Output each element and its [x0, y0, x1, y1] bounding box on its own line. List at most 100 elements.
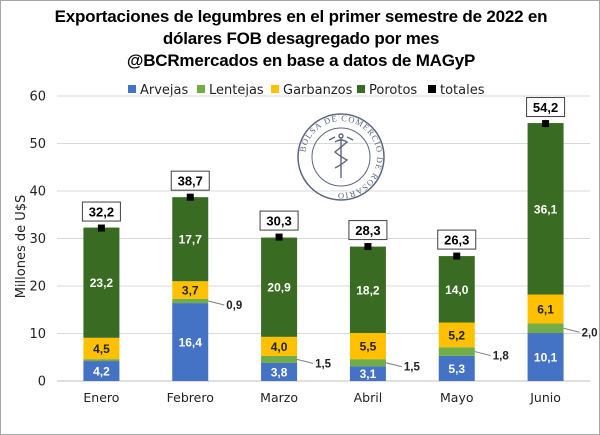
- bar-segment-porotos: [172, 197, 209, 282]
- bar-segment-lentejas: [438, 347, 475, 356]
- data-label: 5,3: [448, 362, 465, 376]
- bar-segment-arvejas: [438, 355, 475, 381]
- total-label: 32,2: [89, 205, 114, 220]
- data-label-leader: [385, 362, 403, 368]
- legend-swatch-lentejas: [197, 85, 205, 93]
- data-label: 17,7: [179, 233, 203, 247]
- data-label: 2,0: [582, 327, 598, 339]
- bar-segment-garbanzos: [261, 336, 298, 356]
- total-marker: [364, 243, 372, 251]
- total-marker: [275, 233, 283, 241]
- total-marker: [186, 193, 194, 201]
- data-label: 18,2: [356, 283, 380, 297]
- x-tick-label: Abril: [354, 390, 383, 405]
- data-label: 4,0: [271, 340, 288, 354]
- legend-item-lentejas: Lentejas: [197, 83, 264, 98]
- chart-title-line-3: @BCRmercados en base a datos de MAGyP: [126, 51, 476, 70]
- total-label: 54,2: [533, 100, 558, 115]
- data-label: 4,5: [93, 342, 110, 356]
- bar-segment-garbanzos: [172, 281, 209, 299]
- total-label: 38,7: [178, 174, 203, 189]
- data-label: 36,1: [534, 202, 558, 216]
- data-label-leader: [474, 351, 491, 357]
- bar-segment-garbanzos: [438, 322, 475, 348]
- y-tick-label: 50: [29, 137, 46, 152]
- bar-segment-arvejas: [527, 333, 564, 381]
- y-tick-label: 0: [38, 375, 46, 390]
- data-label-leader: [296, 358, 314, 364]
- chart-title-line-2: dólares FOB desagregado por mes: [162, 29, 440, 48]
- data-label-leader: [208, 300, 225, 306]
- data-label: 16,4: [179, 336, 203, 350]
- x-tick-label: Mayo: [440, 390, 474, 405]
- x-tick-label: Febrero: [167, 390, 214, 405]
- bar-segment-arvejas: [172, 303, 209, 381]
- bar-segment-garbanzos: [527, 294, 564, 324]
- bar-segment-lentejas: [349, 359, 386, 367]
- data-label: 3,7: [182, 284, 199, 298]
- total-label: 30,3: [266, 214, 291, 229]
- y-tick-label: 10: [29, 327, 46, 342]
- legend-label-garbanzos: Garbanzos: [283, 83, 353, 98]
- bar-segment-porotos: [349, 246, 386, 334]
- data-label: 1,5: [315, 358, 332, 370]
- bar-segment-arvejas: [83, 361, 120, 381]
- total-label: 26,3: [444, 233, 469, 248]
- total-marker: [453, 252, 461, 260]
- bar-segment-porotos: [83, 227, 120, 338]
- legend-swatch-garbanzos: [271, 85, 279, 93]
- bar-segment-lentejas: [261, 355, 298, 363]
- legend-item-porotos: Porotos: [357, 83, 417, 98]
- legend-label-lentejas: Lentejas: [209, 83, 264, 98]
- bar-segment-porotos: [527, 123, 564, 295]
- total-label-box: [259, 210, 299, 231]
- data-label: 10,1: [534, 351, 558, 365]
- data-label: 23,2: [90, 276, 114, 290]
- legend-label-porotos: Porotos: [369, 83, 418, 98]
- data-label: 14,0: [445, 283, 469, 297]
- bar-segment-porotos: [438, 256, 475, 323]
- total-marker: [97, 224, 105, 232]
- legend-swatch-porotos: [357, 85, 365, 93]
- chart-title-line-1: Exportaciones de legumbres en el primer …: [54, 7, 548, 26]
- bcr-seal-logo: BOLSA DE COMERCIO DE ROSARIO: [297, 113, 385, 201]
- legend-item-garbanzos: Garbanzos: [271, 83, 352, 98]
- bar-segment-lentejas: [172, 298, 209, 304]
- bar-segment-lentejas: [83, 359, 120, 362]
- legend-swatch-totales: [428, 85, 436, 93]
- x-tick-label: Junio: [529, 390, 561, 405]
- y-tick-label: 20: [29, 280, 46, 295]
- bar-segment-garbanzos: [349, 333, 386, 360]
- x-tick-label: Marzo: [260, 390, 298, 405]
- legend-item-arvejas: Arvejas: [128, 83, 188, 98]
- y-tick-label: 30: [29, 232, 46, 247]
- total-label-box: [437, 229, 477, 250]
- data-label: 3,1: [360, 367, 377, 381]
- total-label-box: [526, 97, 566, 118]
- data-label: 3,8: [271, 365, 288, 379]
- bar-segment-arvejas: [261, 362, 298, 381]
- legend-label-totales: totales: [440, 83, 485, 98]
- data-label: 0,9: [226, 300, 242, 312]
- bar-segment-lentejas: [527, 323, 564, 334]
- data-label: 1,5: [404, 362, 421, 374]
- legend-swatch-arvejas: [128, 85, 136, 93]
- x-tick-label: Enero: [83, 390, 119, 405]
- total-label-box: [81, 201, 121, 222]
- total-label-box: [170, 170, 210, 191]
- data-label: 20,9: [267, 281, 291, 295]
- data-label: 5,5: [360, 340, 377, 354]
- bar-segment-garbanzos: [83, 337, 120, 360]
- y-axis-label: Millones de U$S: [14, 195, 29, 299]
- bar-segment-porotos: [261, 237, 298, 337]
- data-label: 4,2: [93, 365, 110, 379]
- data-label: 6,1: [537, 303, 554, 317]
- data-label: 5,2: [448, 328, 465, 342]
- data-label: 1,8: [493, 351, 510, 363]
- total-label: 28,3: [355, 223, 380, 238]
- legend-label-arvejas: Arvejas: [140, 83, 189, 98]
- y-tick-label: 40: [29, 185, 46, 200]
- bar-segment-arvejas: [349, 366, 386, 381]
- legend-item-totales: totales: [428, 83, 485, 98]
